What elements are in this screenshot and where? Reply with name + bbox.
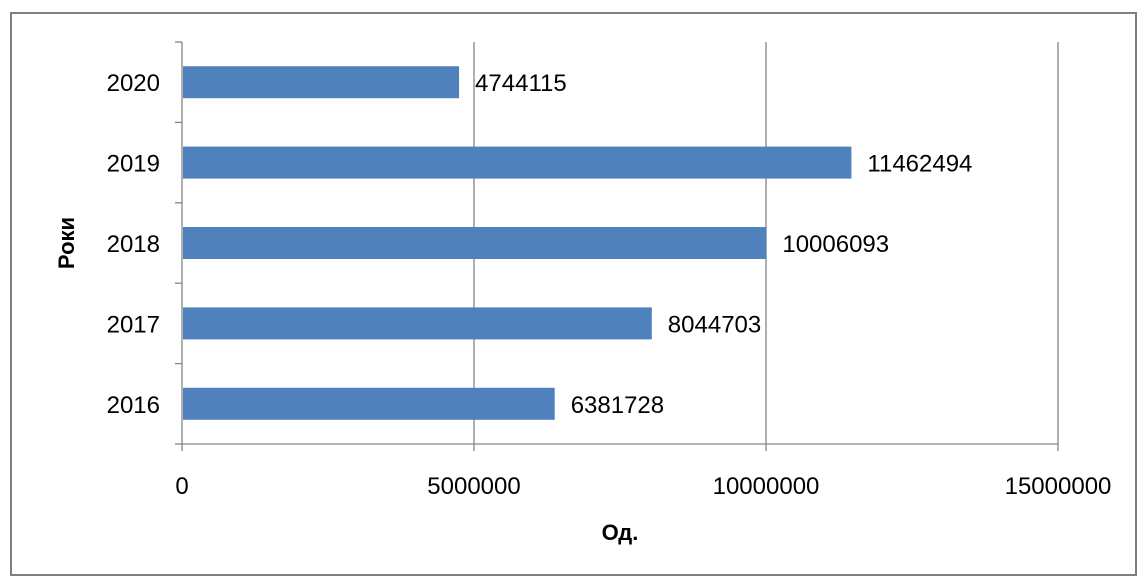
y-tick-label: 2017 bbox=[107, 311, 160, 338]
data-label: 11462494 bbox=[867, 151, 972, 178]
x-tick-label: 0 bbox=[175, 473, 188, 500]
data-label: 6381728 bbox=[571, 392, 664, 419]
y-tick-label: 2016 bbox=[107, 392, 160, 419]
y-axis-title: Роки bbox=[54, 217, 79, 269]
chart-frame bbox=[10, 12, 1137, 576]
bar-2019 bbox=[183, 146, 852, 179]
y-tick-label: 2020 bbox=[107, 70, 160, 97]
bars bbox=[183, 66, 852, 420]
bar-2016 bbox=[183, 387, 555, 420]
x-tick-label: 10000000 bbox=[713, 473, 820, 500]
data-label: 8044703 bbox=[668, 311, 761, 338]
bar-2017 bbox=[183, 307, 652, 340]
x-tick-label: 5000000 bbox=[427, 473, 520, 500]
x-tick-label: 15000000 bbox=[1005, 473, 1112, 500]
data-label: 10006093 bbox=[782, 231, 889, 258]
y-tick-label: 2018 bbox=[107, 231, 160, 258]
bar-2020 bbox=[183, 66, 460, 99]
bar-2018 bbox=[183, 227, 767, 259]
axes bbox=[175, 41, 1059, 451]
x-axis-title: Од. bbox=[602, 520, 639, 545]
labels: 0 5000000 10000000 15000000 2016 6381728 2017 8… bbox=[107, 70, 1112, 500]
data-label: 4744115 bbox=[475, 70, 567, 97]
y-tick-label: 2019 bbox=[107, 151, 160, 178]
